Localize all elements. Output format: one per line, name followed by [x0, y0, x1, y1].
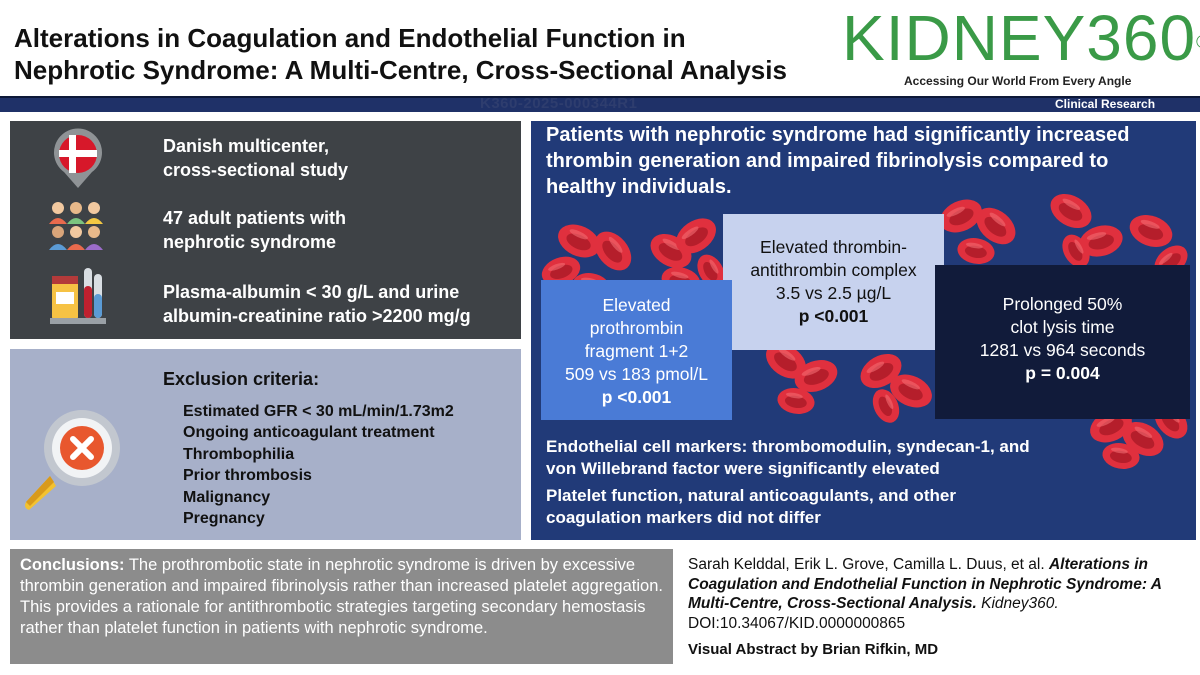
- title-line-1: Alterations in Coagulation and Endotheli…: [14, 23, 686, 53]
- exclusion-item: Malignancy: [183, 488, 271, 506]
- tat-p-value: p <0.001: [723, 305, 944, 328]
- exclusion-item: Estimated GFR < 30 mL/min/1.73m2: [183, 403, 454, 420]
- f12-line-2: prothrombin: [589, 318, 684, 338]
- clt-p-value: p = 0.004: [935, 362, 1190, 385]
- f12-line-1: Elevated: [602, 295, 671, 315]
- denmark-flag-pin-icon: [54, 128, 102, 188]
- tat-result-box: Elevated thrombin- antithrombin complex …: [723, 214, 944, 350]
- study-design-text: Danish multicenter, cross-sectional stud…: [163, 134, 348, 182]
- conclusions-panel: [10, 549, 673, 664]
- inclusion-line-2: albumin-creatinine ratio >2200 mg/g: [163, 306, 471, 326]
- headline-line-2: thrombin generation and impaired fibrino…: [546, 150, 1109, 172]
- magnifier-cross-icon: [25, 410, 120, 510]
- headline-line-3: healthy individuals.: [546, 176, 732, 198]
- visual-abstract-credit: Visual Abstract by Brian Rifkin, MD: [688, 641, 939, 658]
- clt-p-value-text: p = 0.004: [1025, 363, 1100, 383]
- patients-line-1: 47 adult patients with: [163, 208, 347, 228]
- inclusion-line-1: Plasma-albumin < 30 g/L and urine: [163, 282, 460, 302]
- clt-line-3: 1281 vs 964 seconds: [979, 340, 1146, 360]
- f12-line-4: 509 vs 183 pmol/L: [564, 364, 708, 384]
- exclusion-title: Exclusion criteria:: [163, 369, 320, 389]
- citation: Sarah Kelddal, Erik L. Grove, Camilla L.…: [688, 555, 1193, 633]
- citation-journal: Kidney360.: [981, 595, 1059, 612]
- platelet-line-1: Platelet function, natural anticoagulant…: [546, 486, 956, 505]
- exclusion-item: Pregnancy: [183, 510, 265, 528]
- endothelial-line-2: von Willebrand factor were significantly…: [546, 459, 940, 478]
- tat-line-2: antithrombin complex: [750, 260, 917, 280]
- patients-text: 47 adult patients with nephrotic syndrom…: [163, 206, 346, 254]
- journal-logo: KIDNEY360®: [842, 6, 1200, 70]
- endothelial-line-1: Endothelial cell markers: thrombomodulin…: [546, 437, 1030, 456]
- manuscript-id: K360-2025-000344R1: [480, 95, 638, 112]
- endothelial-markers-text: Endothelial cell markers: thrombomodulin…: [546, 436, 1106, 480]
- f12-result-box: Elevated prothrombin fragment 1+2 509 vs…: [541, 280, 732, 420]
- lab-samples-icon: [50, 268, 106, 324]
- f12-p-value: p <0.001: [541, 386, 732, 409]
- article-category: Clinical Research: [1055, 97, 1156, 111]
- conclusions-text: Conclusions: The prothrombotic state in …: [20, 555, 668, 639]
- inclusion-criteria-text: Plasma-albumin < 30 g/L and urine albumi…: [163, 280, 471, 328]
- title-line-2: Nephrotic Syndrome: A Multi-Centre, Cros…: [14, 55, 787, 85]
- exclusion-item: Prior thrombosis: [183, 467, 312, 485]
- tat-line-3: 3.5 vs 2.5 µg/L: [775, 283, 892, 303]
- registered-mark: ®: [1196, 32, 1200, 52]
- results-headline: Patients with nephrotic syndrome had sig…: [546, 122, 1186, 200]
- f12-line-3: fragment 1+2: [584, 341, 689, 361]
- patients-line-2: nephrotic syndrome: [163, 232, 337, 252]
- conclusions-body: The prothrombotic state in nephrotic syn…: [20, 556, 663, 637]
- clot-lysis-result-box: Prolonged 50% clot lysis time 1281 vs 96…: [935, 265, 1190, 419]
- exclusion-item: Ongoing anticoagulant treatment: [183, 424, 435, 442]
- citation-title: Alterations in Coagulation and Endotheli…: [688, 556, 1162, 612]
- clt-line-2: clot lysis time: [1010, 317, 1115, 337]
- platelet-line-2: coagulation markers did not differ: [546, 508, 821, 527]
- tat-p-value-text: p <0.001: [798, 306, 869, 326]
- tat-line-1: Elevated thrombin-: [760, 237, 907, 257]
- headline-line-1: Patients with nephrotic syndrome had sig…: [546, 124, 1130, 146]
- clt-line-1: Prolonged 50%: [1002, 294, 1123, 314]
- citation-authors: Sarah Kelddal, Erik L. Grove, Camilla L.…: [688, 556, 1045, 573]
- study-design-line-1: Danish multicenter,: [163, 136, 330, 156]
- conclusions-label: Conclusions:: [20, 556, 125, 574]
- citation-doi: DOI:10.34067/KID.0000000865: [688, 614, 906, 632]
- platelet-function-text: Platelet function, natural anticoagulant…: [546, 485, 1106, 529]
- journal-tagline: Accessing Our World From Every Angle: [904, 74, 1132, 88]
- f12-p-value-text: p <0.001: [601, 387, 672, 407]
- exclusion-list: Estimated GFR < 30 mL/min/1.73m2 Ongoing…: [183, 401, 454, 529]
- study-design-line-2: cross-sectional study: [163, 160, 349, 180]
- exclusion-item: Thrombophilia: [183, 445, 295, 463]
- people-group-icon: [49, 202, 103, 250]
- journal-logo-text: KIDNEY360: [842, 2, 1197, 74]
- header-banner: [0, 96, 1200, 112]
- page-title: Alterations in Coagulation and Endotheli…: [14, 22, 834, 86]
